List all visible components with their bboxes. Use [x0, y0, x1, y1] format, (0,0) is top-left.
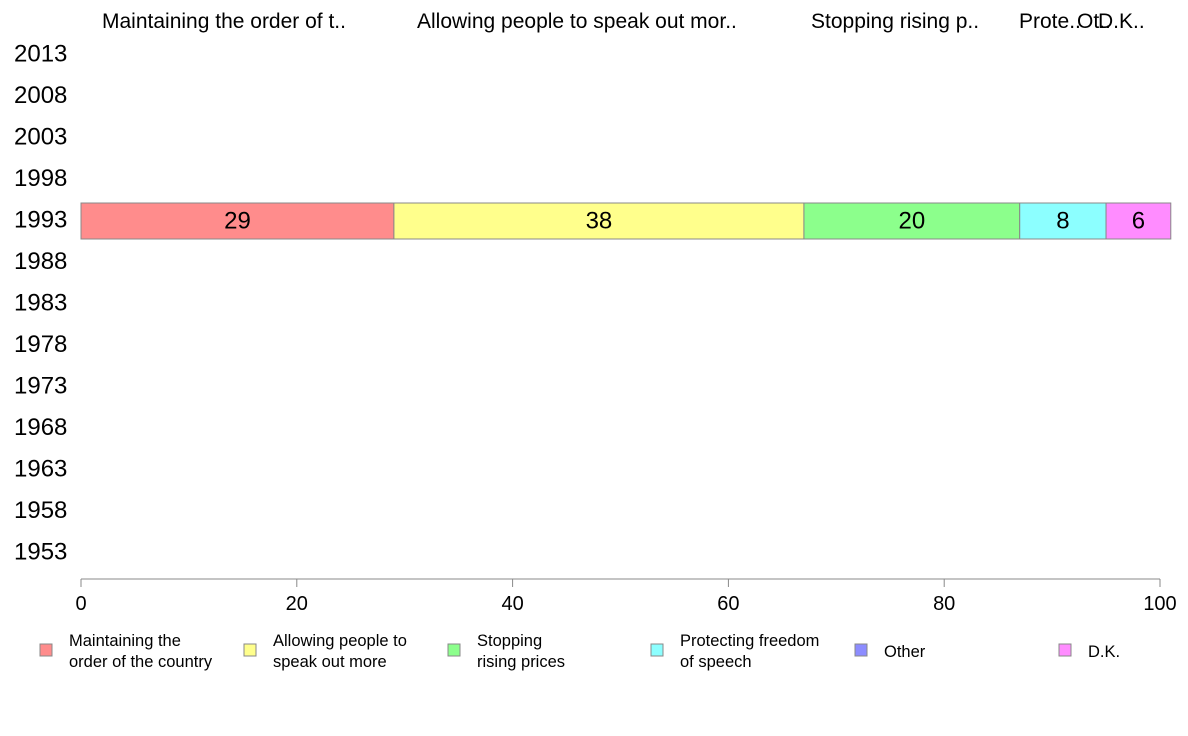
year-label: 1998: [14, 165, 67, 192]
x-tick-label: 60: [717, 593, 739, 615]
legend-label: Allowing people to: [273, 632, 407, 650]
year-label: 1953: [14, 538, 67, 565]
legend-label: Other: [884, 643, 926, 661]
year-label: 1988: [14, 248, 67, 275]
segment-value-label: 20: [898, 207, 925, 234]
segment-value-label: 38: [586, 207, 613, 234]
year-label: 1993: [14, 206, 67, 233]
year-label: 2013: [14, 40, 67, 67]
legend: Maintaining the order of the country Allow…: [39, 632, 1120, 671]
segment-value-label: 6: [1132, 207, 1145, 234]
legend-swatch: [447, 643, 461, 657]
year-label: 2003: [14, 123, 67, 150]
year-label: 1968: [14, 414, 67, 441]
series-header: Ot..: [1077, 10, 1111, 33]
legend-label: Stopping: [477, 632, 542, 650]
legend-label: Maintaining the: [69, 632, 181, 650]
year-label: 1983: [14, 289, 67, 316]
series-headers: Maintaining the order of t.. Allowing peo…: [102, 10, 1145, 33]
x-axis: 0 20 40 60 80 100: [75, 578, 1177, 615]
series-header: D.K..: [1098, 10, 1145, 33]
legend-label: of speech: [680, 653, 752, 671]
bar-segment: [393, 202, 805, 240]
year-axis-labels: 2013 2008 2003 1998 1993 1988 1983 1978 1973 1968…: [14, 40, 67, 565]
x-tick-label: 0: [75, 593, 86, 615]
bar-segment: [1105, 202, 1172, 240]
legend-label: D.K.: [1088, 643, 1120, 661]
legend-swatch: [854, 643, 868, 657]
legend-swatch: [39, 643, 53, 657]
year-label: 1963: [14, 455, 67, 482]
year-label: 1978: [14, 331, 67, 358]
legend-swatch: [243, 643, 257, 657]
series-header: Prote..: [1019, 10, 1081, 33]
series-header: Maintaining the order of t..: [102, 10, 346, 33]
year-label: 2008: [14, 82, 67, 109]
year-label: 1973: [14, 372, 67, 399]
x-tick-label: 40: [501, 593, 523, 615]
x-tick-label: 80: [933, 593, 955, 615]
segment-value-label: 29: [224, 207, 251, 234]
x-tick-label: 100: [1143, 593, 1176, 615]
series-header: Allowing people to speak out mor..: [417, 10, 737, 33]
legend-swatch: [650, 643, 664, 657]
legend-label: rising prices: [477, 653, 565, 671]
series-header: Stopping rising p..: [811, 10, 979, 33]
legend-label: order of the country: [69, 653, 213, 671]
bar-segments: 29 38 20 8 6: [80, 202, 1172, 240]
year-label: 1958: [14, 497, 67, 524]
legend-label: Protecting freedom: [680, 632, 819, 650]
x-tick-label: 20: [286, 593, 308, 615]
legend-swatch: [1058, 643, 1072, 657]
segment-value-label: 8: [1056, 207, 1069, 234]
legend-label: speak out more: [273, 653, 387, 671]
